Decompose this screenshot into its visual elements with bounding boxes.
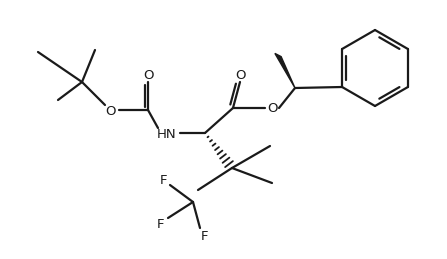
Text: F: F (201, 229, 209, 242)
Text: O: O (235, 68, 245, 82)
Polygon shape (275, 53, 295, 88)
Text: O: O (143, 68, 153, 82)
Text: O: O (105, 104, 115, 118)
Text: O: O (267, 102, 277, 114)
Text: HN: HN (157, 127, 177, 140)
Text: F: F (156, 218, 164, 231)
Text: F: F (159, 174, 167, 186)
